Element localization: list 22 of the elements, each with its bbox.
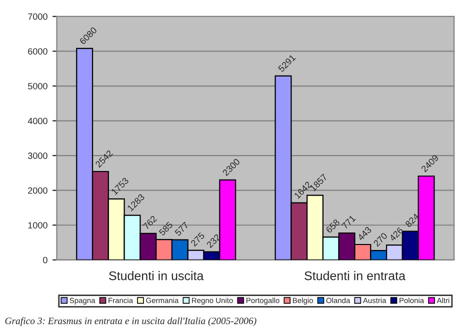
- data-label: 824: [404, 212, 420, 228]
- y-tick-label: 4000: [28, 118, 48, 124]
- y-tick-label: 3000: [28, 152, 48, 159]
- y-tick-label: 7000: [28, 13, 48, 20]
- y-tick-label: 5000: [28, 82, 48, 90]
- y-tick-label: 0: [43, 256, 48, 264]
- text: Grafico 3: Erasmus in entrata e in uscita dall'Italia (2005-2006): [5, 317, 256, 326]
- data-label: 426: [388, 226, 404, 242]
- data-label: 443: [357, 226, 372, 242]
- x-tick-label: Studenti in uscita: [109, 271, 204, 280]
- y-tick-label: 1000: [28, 222, 48, 228]
- data-label: 585: [158, 221, 174, 236]
- data-label: 762: [142, 215, 158, 230]
- data-label: 232: [206, 234, 221, 248]
- data-label: 771: [341, 214, 356, 230]
- data-label: 270: [373, 232, 388, 247]
- data-label: 275: [190, 232, 205, 247]
- data-label: 577: [174, 222, 189, 236]
- y-tick-label: 2000: [28, 187, 48, 194]
- y-tick-label: 6000: [28, 48, 48, 55]
- x-tick-label: Studenti in entrata: [304, 271, 406, 280]
- data-label: 658: [325, 218, 340, 234]
